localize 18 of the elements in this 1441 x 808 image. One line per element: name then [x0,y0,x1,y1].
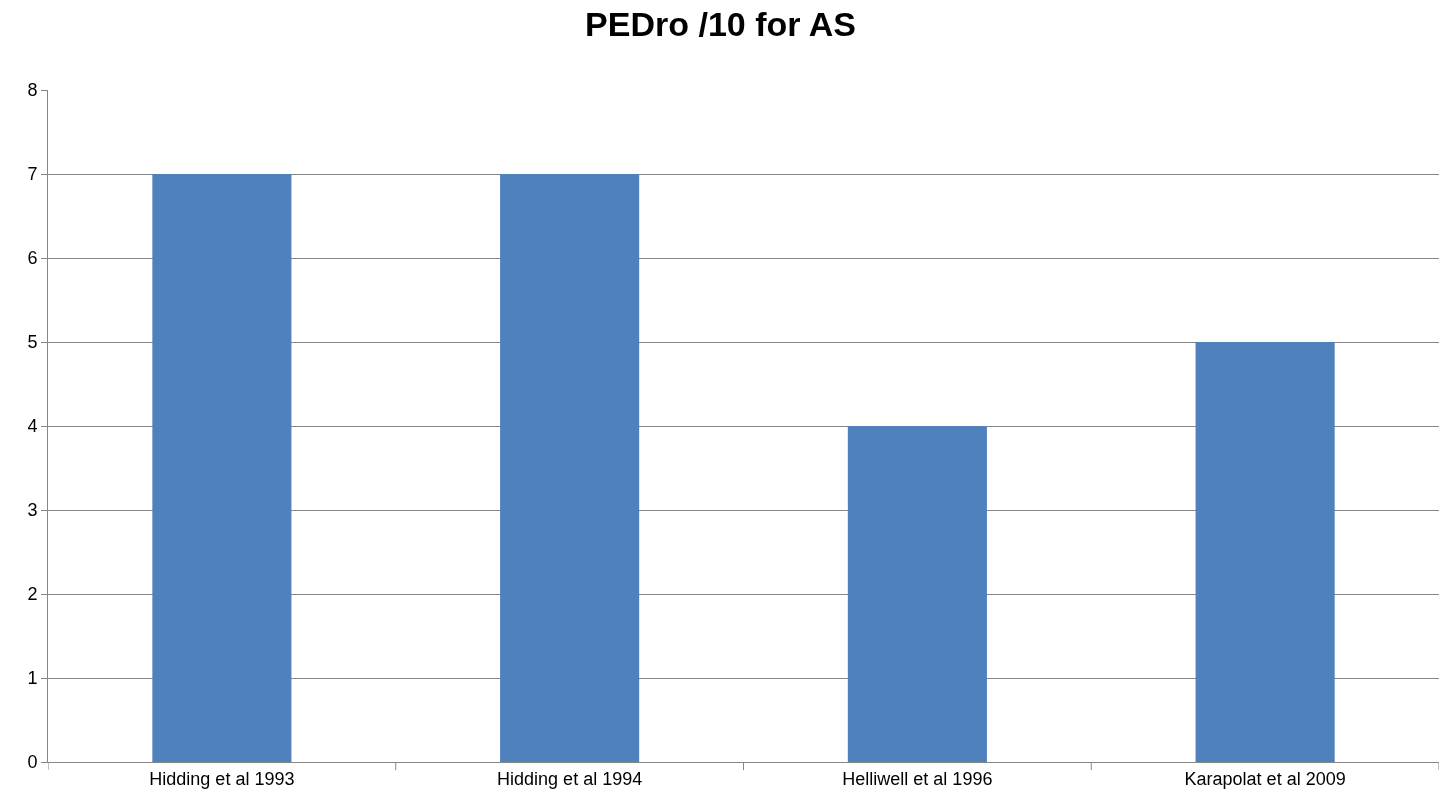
x-tick-label: Hidding et al 1994 [497,768,643,789]
chart-title: PEDro /10 for AS [585,4,856,43]
bar [152,174,292,762]
bar [1195,342,1335,762]
y-tick-label: 8 [27,80,38,101]
y-tick-label: 6 [27,248,38,269]
y-tick-label: 4 [27,416,38,437]
y-tick-label: 0 [27,752,38,773]
bar [847,426,987,762]
y-tick-label: 2 [27,584,38,605]
x-tick-label: Hidding et al 1993 [149,768,295,789]
y-tick-label: 7 [27,164,38,185]
x-tick-label: Karapolat et al 2009 [1184,768,1346,789]
y-tick-label: 1 [27,668,38,689]
x-tick-label: Helliwell et al 1996 [842,768,993,789]
y-tick-label: 3 [27,500,38,521]
bar [500,174,640,762]
y-tick-label: 5 [27,332,38,353]
